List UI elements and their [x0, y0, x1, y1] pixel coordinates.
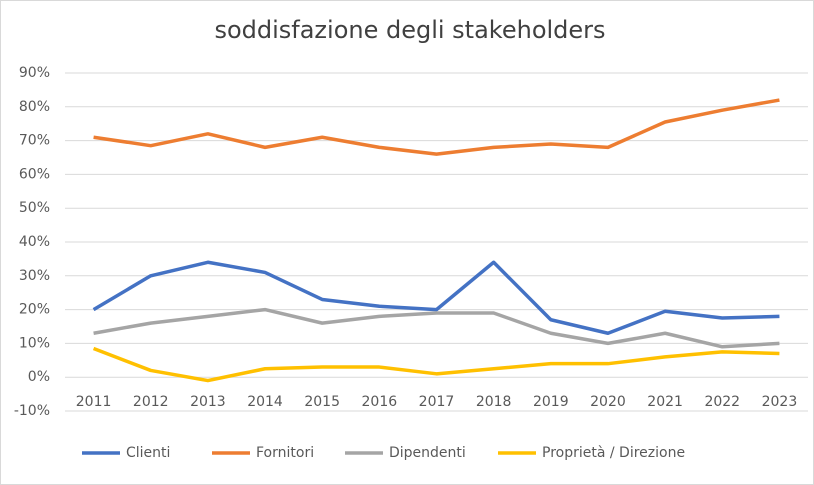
y-tick-label: 10% — [19, 335, 50, 351]
x-tick-label: 2019 — [533, 394, 569, 410]
y-tick-label: 90% — [19, 65, 50, 81]
series-line — [92, 260, 780, 336]
x-tick-label: 2022 — [704, 394, 740, 410]
x-tick-label: 2015 — [304, 394, 340, 410]
y-tick-label: 20% — [19, 302, 50, 318]
legend-label: Clienti — [126, 445, 170, 461]
legend-label: Fornitori — [256, 445, 314, 461]
series-line — [93, 307, 780, 349]
chart-title: soddisfazione degli stakeholders — [214, 16, 605, 44]
x-tick-label: 2011 — [76, 394, 112, 410]
x-tick-label: 2021 — [647, 394, 683, 410]
x-tick-label: 2014 — [247, 394, 283, 410]
y-tick-label: 30% — [19, 268, 50, 284]
y-tick-label: 40% — [19, 234, 50, 250]
series-line — [93, 98, 780, 156]
x-tick-label: 2012 — [133, 394, 169, 410]
y-tick-label: 80% — [19, 99, 50, 115]
legend-label: Proprietà / Direzione — [542, 445, 685, 461]
y-tick-label: -10% — [14, 403, 50, 419]
x-tick-label: 2018 — [476, 394, 512, 410]
x-tick-label: 2013 — [190, 394, 226, 410]
y-tick-label: 60% — [19, 166, 50, 182]
y-tick-label: 50% — [19, 200, 50, 216]
x-tick-label: 2016 — [362, 394, 398, 410]
x-tick-label: 2020 — [590, 394, 626, 410]
legend-label: Dipendenti — [389, 445, 466, 461]
y-tick-label: 0% — [28, 369, 50, 385]
series-line — [92, 346, 780, 383]
x-tick-label: 2017 — [419, 394, 455, 410]
x-tick-label: 2023 — [762, 394, 798, 410]
y-tick-label: 70% — [19, 133, 50, 149]
